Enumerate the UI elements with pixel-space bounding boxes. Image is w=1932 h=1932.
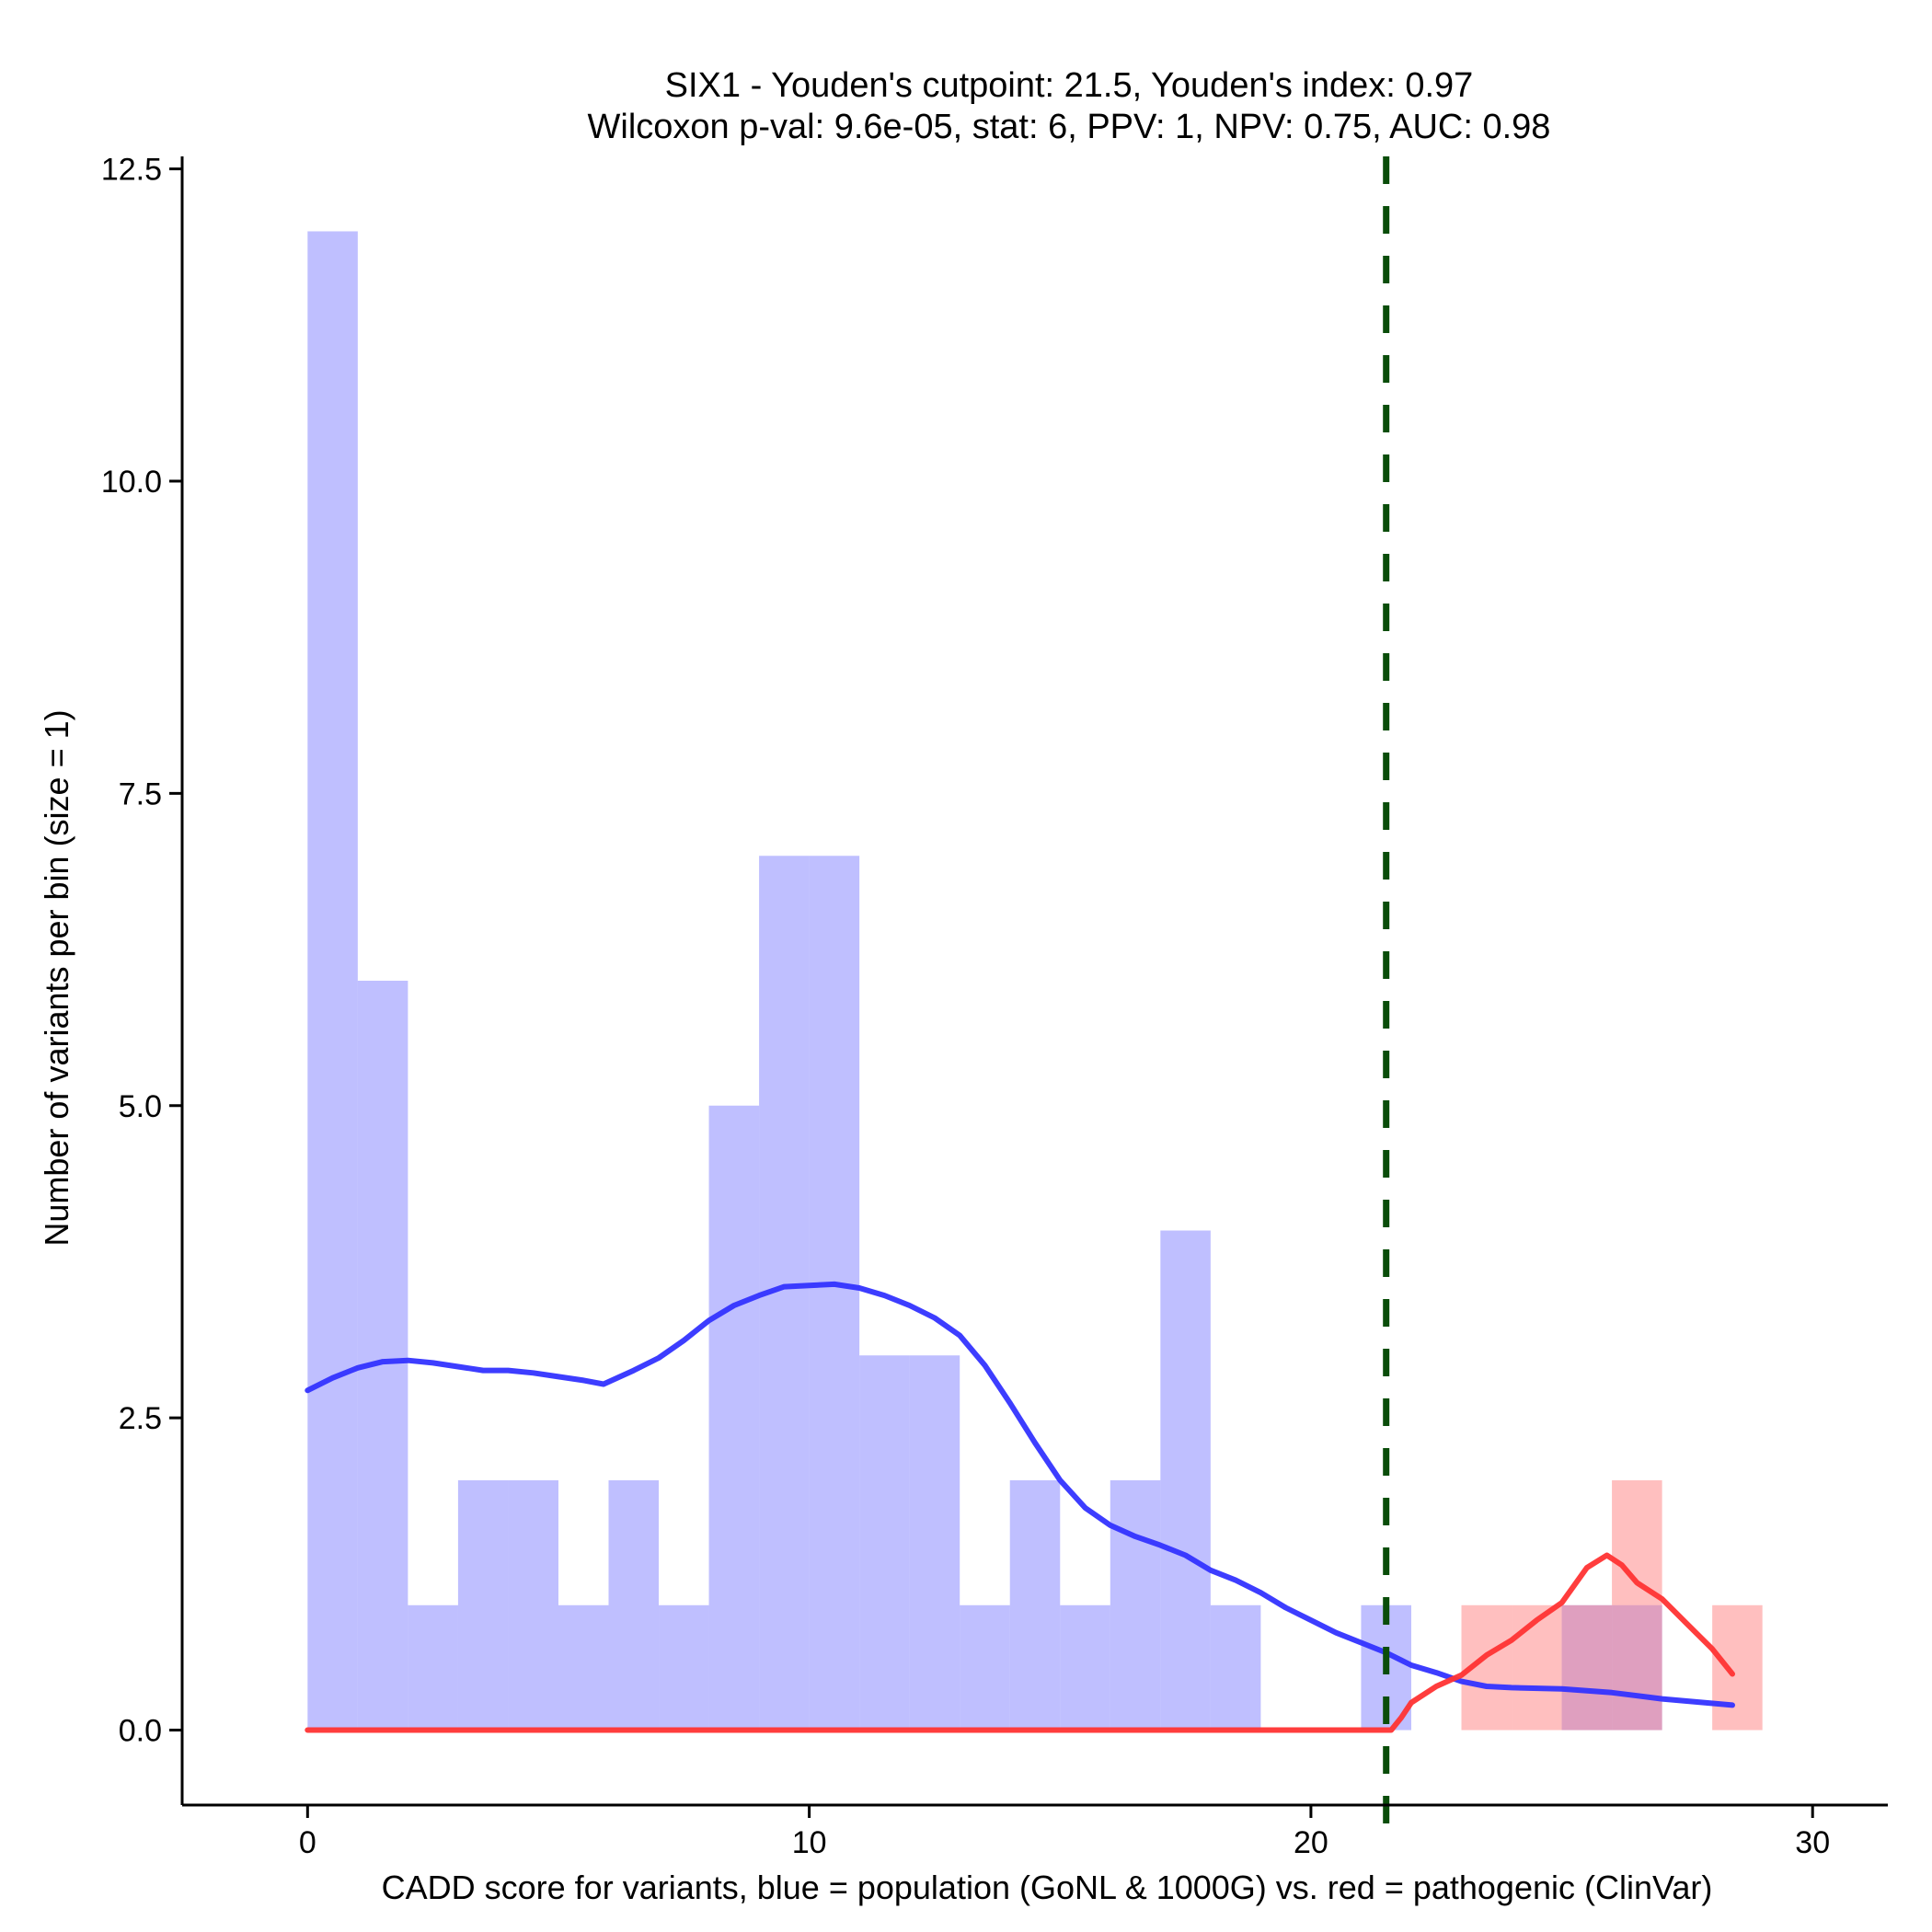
bar-series0-bin-7 [659, 1604, 709, 1731]
y-axis-ticks: 0.0 2.5 5.0 7.5 10.0 12.5 [101, 153, 182, 1749]
bar-series0-bin-3 [457, 1480, 509, 1731]
x-tick-label: 20 [1294, 1825, 1328, 1860]
density-curves [305, 1281, 1735, 1733]
bar-series0-bin-11 [859, 1355, 910, 1731]
y-tick-label: 12.5 [101, 153, 162, 188]
bar-series0-bin-12 [909, 1355, 960, 1731]
density-line-series0 [305, 1281, 1735, 1708]
bar-series0-bin-14 [1009, 1480, 1061, 1731]
bar-series0-bin-4 [508, 1480, 558, 1731]
histogram-bars [307, 231, 1763, 1731]
bar-series0-bin-0 [307, 231, 358, 1731]
bar-series0-bin-2 [408, 1604, 458, 1731]
bar-series0-bin-5 [558, 1604, 609, 1731]
y-tick-label: 7.5 [119, 776, 162, 811]
bar-series1-bin-25 [1561, 1604, 1613, 1731]
x-tick-label: 30 [1795, 1825, 1830, 1860]
chart-subtitle: Wilcoxon p-val: 9.6e-05, stat: 6, PPV: 1… [588, 108, 1551, 146]
bar-series0-bin-10 [809, 856, 860, 1731]
bar-series1-bin-24 [1512, 1604, 1562, 1731]
x-tick-label: 10 [792, 1825, 827, 1860]
bar-series0-bin-17 [1160, 1230, 1211, 1731]
bar-series0-bin-8 [708, 1105, 760, 1731]
bar-series0-bin-18 [1210, 1604, 1261, 1731]
y-tick-label: 2.5 [119, 1401, 162, 1436]
y-axis-label: Number of variants per bin (size = 1) [38, 709, 75, 1246]
x-tick-label: 0 [299, 1825, 316, 1860]
bar-series1-bin-26 [1612, 1480, 1662, 1731]
bar-series0-bin-13 [960, 1604, 1010, 1731]
bar-series0-bin-1 [357, 981, 408, 1731]
x-axis-label: CADD score for variants, blue = populati… [382, 1869, 1713, 1906]
y-tick-label: 5.0 [119, 1089, 162, 1124]
bar-series0-bin-15 [1060, 1604, 1110, 1731]
y-tick-label: 0.0 [119, 1714, 162, 1749]
x-axis-ticks: 0 10 20 30 [299, 1805, 1830, 1860]
bar-series0-bin-16 [1110, 1480, 1161, 1731]
y-tick-label: 10.0 [101, 465, 162, 500]
bar-series1-bin-28 [1712, 1604, 1763, 1731]
density-line-series1 [305, 1552, 1735, 1733]
chart-title: SIX1 - Youden's cutpoint: 21.5, Youden's… [665, 66, 1474, 105]
bar-series0-bin-6 [608, 1480, 660, 1731]
